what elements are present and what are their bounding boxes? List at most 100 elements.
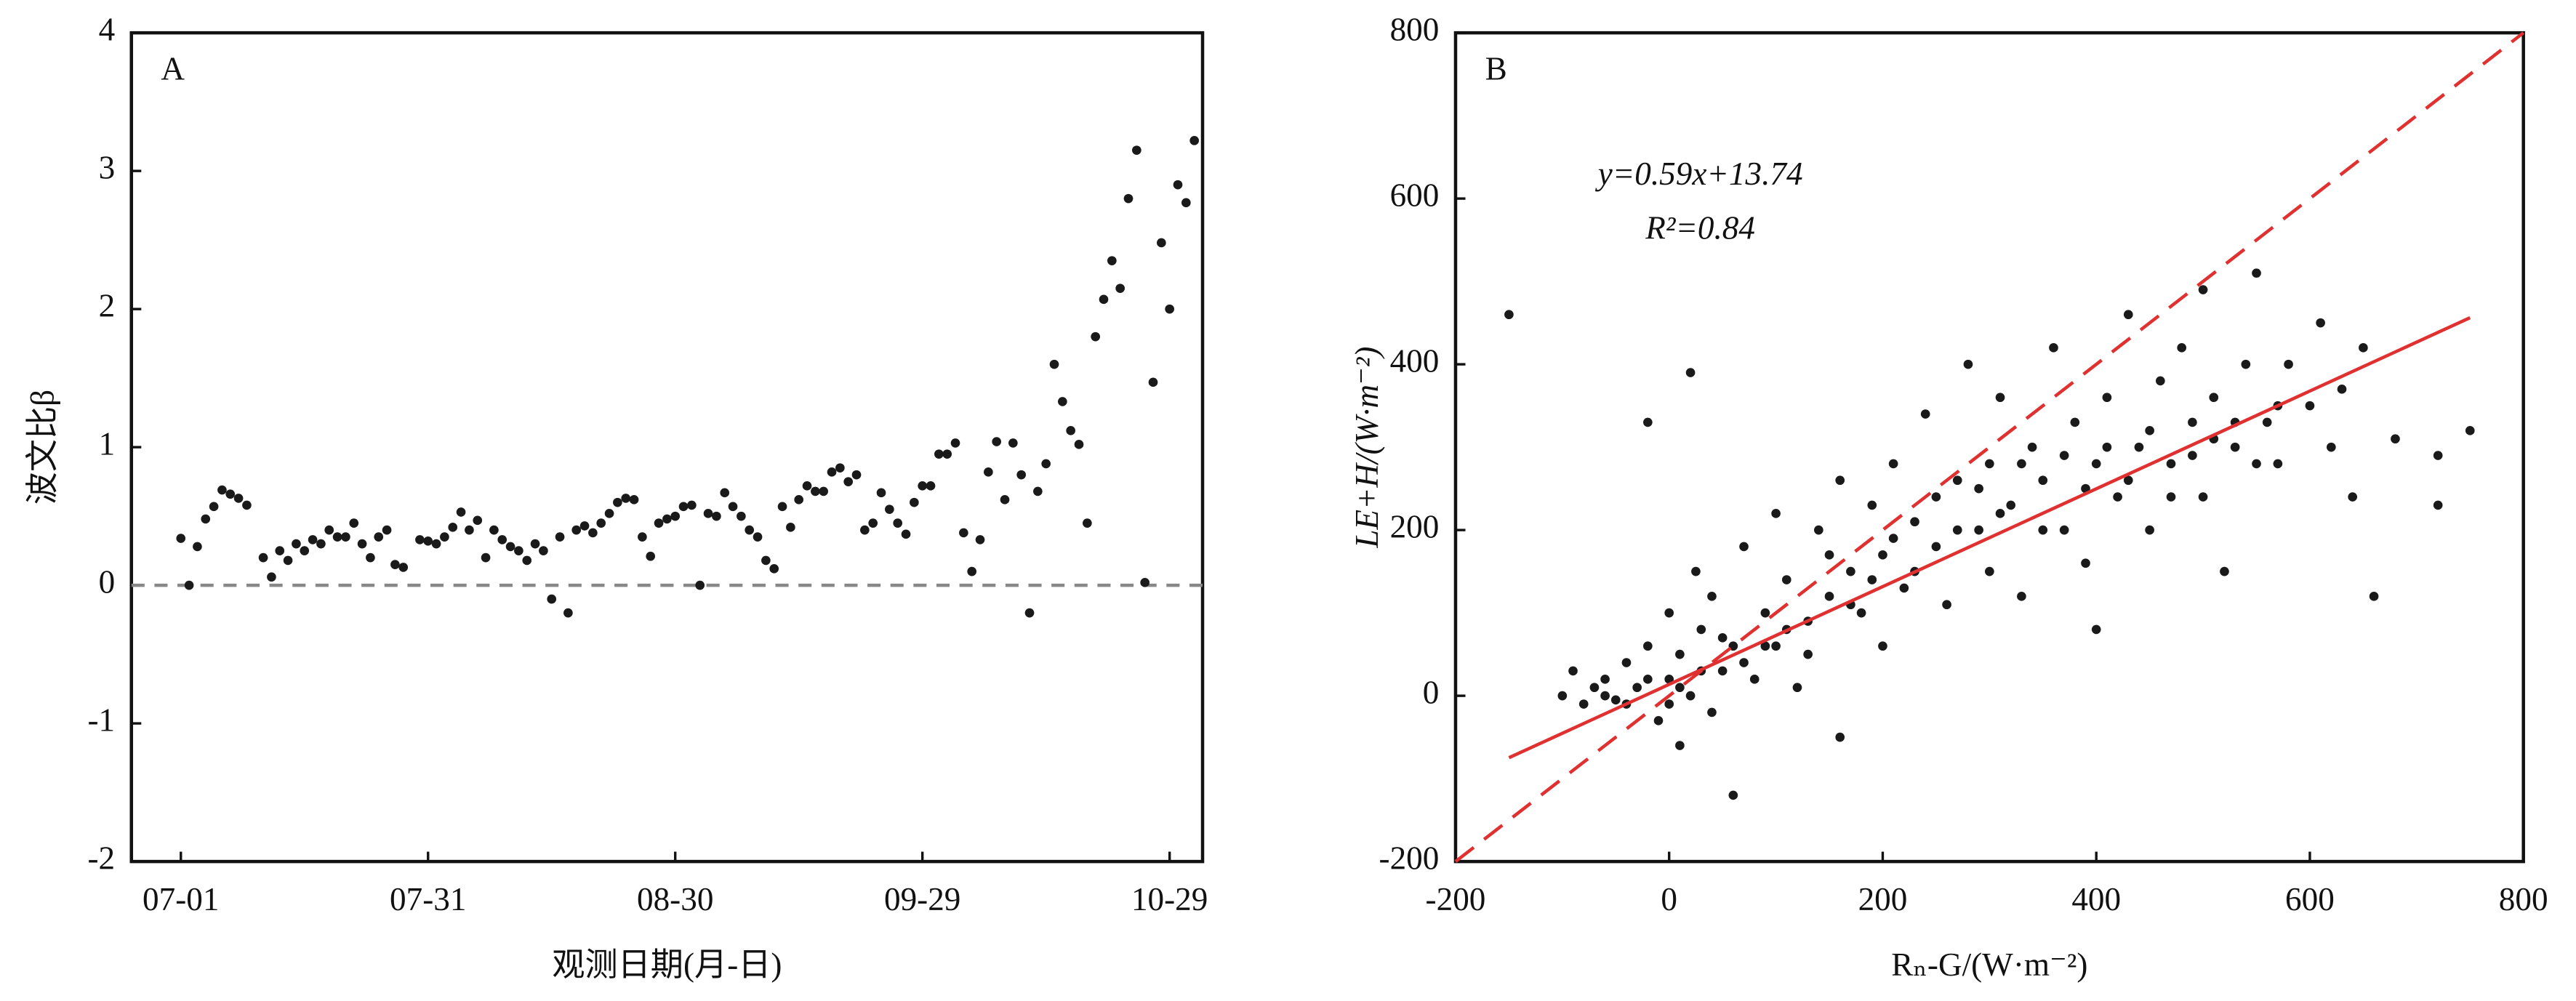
point <box>992 437 1002 446</box>
point <box>2198 285 2208 294</box>
x-axis-label: 观测日期(月-日) <box>552 946 782 983</box>
point <box>1771 641 1781 651</box>
point <box>217 485 227 495</box>
point <box>1000 495 1010 504</box>
point <box>794 495 804 504</box>
x-tick-label: 400 <box>2071 881 2121 917</box>
point <box>267 572 276 582</box>
plot-frame <box>1453 31 2525 864</box>
point <box>431 539 441 549</box>
point <box>539 546 548 555</box>
point <box>201 514 211 524</box>
point <box>1675 683 1685 693</box>
point <box>975 535 985 544</box>
point <box>440 532 449 542</box>
point <box>811 486 820 497</box>
point <box>522 555 532 566</box>
point <box>1675 741 1685 750</box>
point <box>225 489 236 499</box>
point <box>324 525 334 535</box>
point <box>1963 359 1973 369</box>
point <box>176 534 186 543</box>
point <box>1846 566 1855 576</box>
point <box>901 529 911 539</box>
point <box>193 542 202 552</box>
y-tick-label: 3 <box>99 150 116 186</box>
point <box>390 560 400 569</box>
point <box>1504 310 1514 320</box>
point <box>2017 459 2026 469</box>
point <box>2465 426 2475 435</box>
point <box>2369 592 2379 601</box>
point <box>1675 649 1685 659</box>
point <box>1728 641 1738 651</box>
point <box>1600 691 1610 701</box>
point <box>769 564 779 574</box>
point <box>497 535 507 544</box>
point <box>2027 442 2037 452</box>
y-tick-label: 800 <box>1390 12 1440 48</box>
point <box>1781 575 1791 584</box>
point <box>1578 699 1589 709</box>
point <box>1664 675 1674 684</box>
point <box>357 539 367 549</box>
point <box>1066 426 1076 435</box>
y-tick-label: 0 <box>99 564 116 600</box>
x-axis-label: Rₙ-G/(W·m⁻²) <box>1891 946 2087 983</box>
point <box>629 495 639 504</box>
point <box>910 497 919 507</box>
point <box>885 504 894 514</box>
point <box>893 518 903 528</box>
point <box>465 525 474 535</box>
y-tick-label: 400 <box>1390 343 1440 379</box>
point <box>654 518 664 528</box>
point <box>860 525 870 535</box>
point <box>621 494 631 503</box>
point <box>2252 268 2261 278</box>
x-tick-label: 800 <box>2499 881 2548 917</box>
point <box>2177 343 2187 353</box>
point <box>1867 575 1877 584</box>
x-tick-label: 600 <box>2285 881 2335 917</box>
y-tick-label: 2 <box>99 288 116 324</box>
point <box>2433 500 2443 510</box>
point <box>959 528 968 538</box>
point <box>1835 475 1845 486</box>
point <box>514 546 523 555</box>
point <box>530 539 540 549</box>
point <box>1867 500 1877 510</box>
point <box>588 528 598 538</box>
x-tick-label: 07-31 <box>390 881 466 917</box>
point <box>579 521 590 531</box>
point <box>2038 475 2048 486</box>
point <box>2230 442 2240 452</box>
point <box>489 525 499 535</box>
point <box>1760 641 1770 651</box>
point <box>2059 451 2069 460</box>
point <box>1033 486 1043 497</box>
point <box>1589 683 1600 693</box>
point <box>300 546 310 555</box>
point <box>1148 377 1158 387</box>
point <box>242 500 252 510</box>
point <box>1140 578 1150 587</box>
point <box>1165 304 1174 314</box>
y-tick-label: -1 <box>88 702 116 739</box>
panel-label: A <box>161 51 185 87</box>
point <box>1643 417 1653 427</box>
point <box>2188 417 2197 427</box>
point <box>2134 442 2144 452</box>
point <box>967 566 977 576</box>
point <box>1717 666 1728 676</box>
point <box>481 552 491 563</box>
point <box>2209 393 2219 403</box>
point <box>2102 442 2112 452</box>
y-tick-label: 200 <box>1390 509 1440 545</box>
point <box>1920 409 1930 419</box>
panel-label: B <box>1485 51 1507 87</box>
point <box>1091 331 1101 342</box>
point <box>720 488 730 498</box>
point <box>415 535 425 544</box>
point <box>1600 675 1610 684</box>
point <box>1931 542 1941 552</box>
